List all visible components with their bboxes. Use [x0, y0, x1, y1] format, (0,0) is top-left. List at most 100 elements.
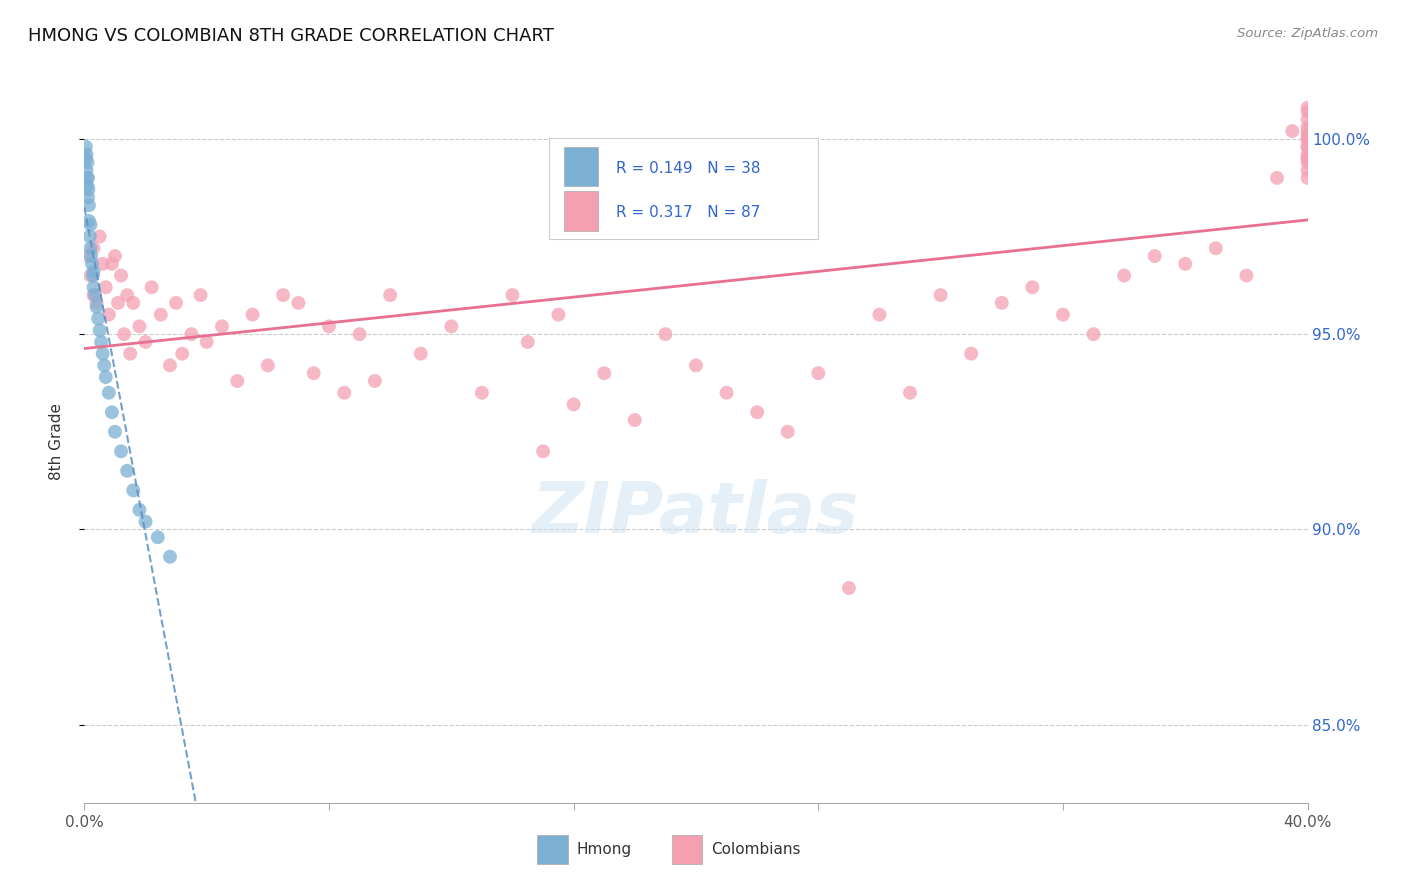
- Point: [1114, 268, 1136, 283]
- Point: [1296, 152, 1319, 166]
- Point: [165, 296, 187, 310]
- Point: [149, 308, 172, 322]
- FancyBboxPatch shape: [550, 138, 818, 239]
- Text: R = 0.149   N = 38: R = 0.149 N = 38: [616, 161, 761, 176]
- Point: [79, 268, 101, 283]
- Point: [87, 311, 110, 326]
- Point: [107, 296, 129, 310]
- Point: [1296, 170, 1319, 185]
- Point: [77, 183, 100, 197]
- Point: [1296, 139, 1319, 153]
- Point: [122, 296, 145, 310]
- Point: [115, 464, 138, 478]
- Point: [159, 359, 181, 373]
- Text: Source: ZipAtlas.com: Source: ZipAtlas.com: [1237, 27, 1378, 40]
- Point: [898, 385, 921, 400]
- Point: [75, 152, 97, 166]
- Point: [471, 385, 494, 400]
- Point: [624, 413, 647, 427]
- Point: [110, 444, 132, 458]
- Point: [1296, 155, 1319, 169]
- Point: [76, 155, 98, 169]
- Point: [531, 444, 554, 458]
- Point: [77, 214, 100, 228]
- Point: [159, 549, 181, 564]
- Point: [1052, 308, 1074, 322]
- Point: [364, 374, 387, 388]
- Point: [91, 346, 114, 360]
- Point: [112, 327, 135, 342]
- Point: [80, 257, 103, 271]
- Point: [75, 139, 97, 153]
- Y-axis label: 8th Grade: 8th Grade: [49, 403, 63, 480]
- Point: [76, 170, 98, 185]
- Point: [146, 530, 169, 544]
- Point: [1296, 128, 1319, 142]
- Point: [318, 319, 340, 334]
- Point: [1296, 120, 1319, 135]
- Point: [516, 334, 538, 349]
- Point: [101, 257, 124, 271]
- Point: [77, 198, 100, 212]
- Point: [271, 288, 294, 302]
- Point: [104, 249, 127, 263]
- Point: [440, 319, 463, 334]
- Point: [76, 147, 98, 161]
- Point: [76, 163, 98, 178]
- Point: [89, 323, 111, 337]
- Point: [80, 249, 103, 263]
- Point: [1296, 152, 1319, 166]
- FancyBboxPatch shape: [537, 835, 568, 864]
- Text: HMONG VS COLOMBIAN 8TH GRADE CORRELATION CHART: HMONG VS COLOMBIAN 8TH GRADE CORRELATION…: [28, 27, 554, 45]
- Point: [716, 385, 738, 400]
- Point: [97, 385, 120, 400]
- Point: [101, 405, 124, 419]
- Point: [195, 334, 218, 349]
- Point: [776, 425, 799, 439]
- Point: [1265, 170, 1288, 185]
- Point: [409, 346, 432, 360]
- Point: [89, 229, 111, 244]
- Point: [83, 265, 105, 279]
- Point: [1296, 147, 1319, 161]
- Point: [747, 405, 769, 419]
- Point: [79, 229, 101, 244]
- Point: [94, 370, 117, 384]
- Point: [287, 296, 309, 310]
- FancyBboxPatch shape: [672, 835, 702, 864]
- Point: [242, 308, 264, 322]
- Point: [141, 280, 163, 294]
- Point: [79, 241, 101, 255]
- Point: [190, 288, 212, 302]
- Point: [1236, 268, 1258, 283]
- FancyBboxPatch shape: [564, 191, 598, 230]
- Point: [333, 385, 356, 400]
- Point: [1296, 132, 1319, 146]
- Point: [84, 288, 107, 302]
- Point: [654, 327, 676, 342]
- Point: [257, 359, 280, 373]
- Point: [135, 334, 157, 349]
- Point: [562, 397, 585, 411]
- Point: [77, 190, 100, 204]
- Point: [1296, 104, 1319, 119]
- Point: [991, 296, 1014, 310]
- Point: [1143, 249, 1166, 263]
- Text: ZIPatlas: ZIPatlas: [533, 479, 859, 549]
- Point: [128, 319, 150, 334]
- Point: [83, 280, 105, 294]
- Point: [1174, 257, 1197, 271]
- Point: [76, 249, 98, 263]
- Point: [869, 308, 891, 322]
- Point: [302, 366, 325, 380]
- Point: [502, 288, 524, 302]
- Point: [1281, 124, 1303, 138]
- Point: [90, 334, 112, 349]
- Point: [91, 257, 114, 271]
- Point: [1296, 132, 1319, 146]
- Point: [349, 327, 371, 342]
- FancyBboxPatch shape: [564, 147, 598, 186]
- Text: R = 0.317   N = 87: R = 0.317 N = 87: [616, 205, 761, 220]
- Point: [76, 178, 98, 193]
- Point: [226, 374, 249, 388]
